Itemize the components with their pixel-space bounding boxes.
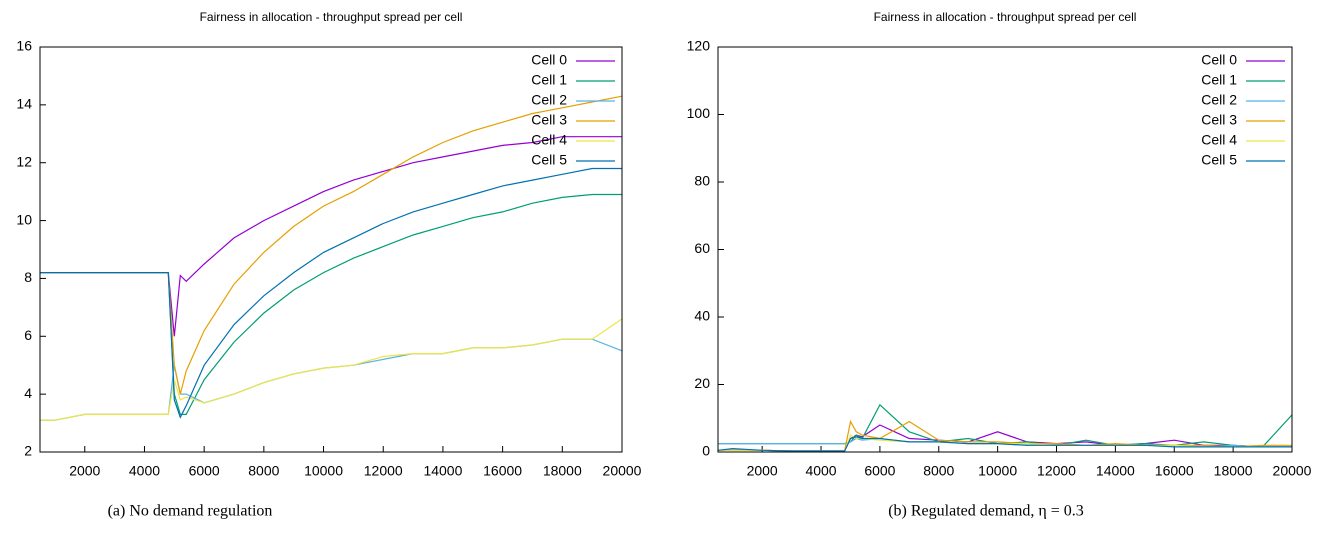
legend-label: Cell 4 bbox=[1201, 132, 1237, 148]
x-tick-label: 12000 bbox=[1037, 463, 1076, 479]
x-tick-label: 6000 bbox=[189, 463, 220, 479]
x-tick-label: 18000 bbox=[543, 463, 582, 479]
legend-label: Cell 2 bbox=[531, 92, 567, 108]
caption: (b) Regulated demand, η = 0.3 bbox=[888, 503, 1084, 520]
series-line bbox=[717, 436, 1292, 452]
y-tick-label: 4 bbox=[24, 385, 32, 401]
series-line bbox=[40, 193, 622, 415]
legend-label: Cell 2 bbox=[1201, 92, 1237, 108]
legend-label: Cell 1 bbox=[1201, 72, 1237, 88]
x-tick-label: 8000 bbox=[248, 463, 279, 479]
x-tick-label: 4000 bbox=[129, 463, 160, 479]
plot-frame bbox=[39, 46, 623, 453]
y-tick-label: 12 bbox=[16, 153, 32, 169]
x-tick-label: 8000 bbox=[923, 463, 954, 479]
legend-label: Cell 4 bbox=[531, 132, 567, 148]
x-tick-label: 12000 bbox=[364, 463, 403, 479]
y-tick-label: 0 bbox=[702, 443, 710, 459]
series-line bbox=[40, 167, 622, 419]
x-tick-label: 6000 bbox=[864, 463, 895, 479]
series-line bbox=[40, 338, 623, 421]
x-tick-label: 10000 bbox=[978, 463, 1017, 479]
legend-label: Cell 5 bbox=[1201, 152, 1237, 168]
legend-label: Cell 0 bbox=[1201, 52, 1237, 68]
series-line bbox=[718, 403, 1293, 448]
x-tick-label: 20000 bbox=[603, 463, 642, 479]
y-tick-label: 14 bbox=[16, 96, 32, 112]
legend-label: Cell 5 bbox=[531, 152, 567, 168]
x-tick-label: 18000 bbox=[1214, 463, 1253, 479]
x-tick-label: 2000 bbox=[747, 463, 778, 479]
y-tick-label: 10 bbox=[16, 211, 32, 227]
x-tick-label: 16000 bbox=[483, 463, 522, 479]
x-tick-label: 16000 bbox=[1155, 463, 1194, 479]
y-tick-label: 8 bbox=[24, 269, 32, 285]
caption: (a) No demand regulation bbox=[108, 503, 273, 520]
y-tick-label: 2 bbox=[24, 443, 32, 459]
y-tick-label: 16 bbox=[16, 38, 32, 54]
x-tick-label: 2000 bbox=[69, 463, 100, 479]
x-tick-label: 14000 bbox=[423, 463, 462, 479]
x-tick-label: 4000 bbox=[805, 463, 836, 479]
y-tick-label: 20 bbox=[694, 375, 710, 391]
plot-frame bbox=[717, 46, 1293, 453]
x-tick-label: 20000 bbox=[1273, 463, 1312, 479]
x-tick-label: 14000 bbox=[1096, 463, 1135, 479]
chart-title: Fairness in allocation - throughput spre… bbox=[200, 10, 463, 24]
y-tick-label: 120 bbox=[687, 38, 711, 54]
x-tick-label: 10000 bbox=[304, 463, 343, 479]
series-line bbox=[40, 318, 623, 421]
legend-label: Cell 3 bbox=[1201, 112, 1237, 128]
legend-label: Cell 3 bbox=[531, 112, 567, 128]
legend-label: Cell 1 bbox=[531, 72, 567, 88]
y-tick-label: 60 bbox=[694, 240, 710, 256]
chart-title: Fairness in allocation - throughput spre… bbox=[874, 10, 1137, 24]
y-tick-label: 80 bbox=[694, 173, 710, 189]
y-tick-label: 100 bbox=[687, 105, 711, 121]
y-tick-label: 6 bbox=[24, 327, 32, 343]
legend-label: Cell 0 bbox=[531, 52, 567, 68]
y-tick-label: 40 bbox=[694, 308, 710, 324]
